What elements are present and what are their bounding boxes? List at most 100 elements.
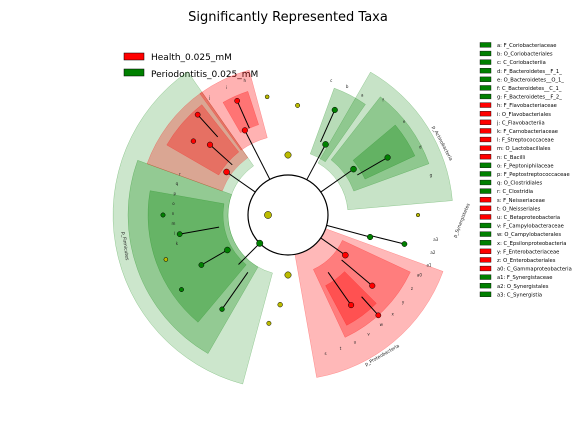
branch-clostridiales-a	[201, 249, 228, 266]
taxa-key-label-12: m: O_Lactobacillales	[497, 146, 551, 152]
taxa-key-swatch-3	[479, 68, 492, 74]
clade-letter-i: i	[226, 85, 227, 90]
taxa-key-swatch-29	[479, 291, 492, 297]
taxa-key-label-18: s: F_Neisseriaceae	[497, 198, 545, 204]
node-coriobacteriales	[331, 106, 338, 113]
clade-letter-y: y	[402, 299, 405, 304]
clade-letter-v: v	[367, 332, 370, 337]
node-neutral-a	[277, 302, 283, 308]
legend-label-periodontitis: Periodontitis_0.025_mM	[151, 70, 258, 80]
taxa-key-swatch-22	[479, 231, 492, 237]
taxa-key-label-7: h: F_Flavobacteriaceae	[497, 103, 557, 109]
taxa-key-swatch-14	[479, 162, 492, 168]
taxa-key-swatch-16	[479, 179, 492, 186]
clade-letter-b: b	[346, 84, 349, 89]
taxa-key-swatch-5	[479, 85, 492, 91]
sector-clostridia	[127, 159, 259, 354]
clade-letter-j: j	[208, 95, 210, 100]
clade-letter-r: r	[179, 172, 181, 177]
clade-letter-u: u	[354, 340, 357, 345]
node-flavobacteriaceae	[234, 97, 241, 104]
branch-neisseriaceae	[361, 296, 379, 316]
node-neutral-e	[415, 212, 421, 218]
taxa-key-label-3: d: F_Bacteroidetes__F_1_	[497, 69, 562, 75]
branch-bacteroidetes-o1	[357, 157, 388, 176]
sector-clostridiales	[147, 190, 247, 323]
taxa-key: a: F_Coriobacteriaceae b: O_Coriobacteria…	[479, 42, 572, 298]
clade-letter-a1: a1	[426, 262, 431, 267]
taxa-key-swatch-21	[479, 222, 492, 229]
clade-nodes	[160, 94, 421, 326]
clade-letter-q: q	[176, 181, 179, 186]
node-clostridiales	[224, 246, 231, 254]
taxa-key-swatch-18	[479, 197, 492, 203]
taxa-key-label-19: t: O_Neisseriales	[497, 206, 541, 212]
clade-letter-c: c	[330, 78, 332, 83]
node-clostridiales-leaf-b	[179, 287, 184, 293]
node-coriobacteriia	[322, 141, 329, 148]
branch-enterobacteriales	[341, 259, 373, 287]
sector-flavobacteriales	[222, 91, 259, 134]
branch-bacteroidetes	[320, 168, 354, 193]
taxa-key-swatch-27	[479, 274, 492, 280]
taxa-key-label-4: e: O_Bacteroidetes__O_1_	[497, 77, 564, 83]
taxa-key-label-24: y: F_Enterobacteriaceae	[497, 249, 559, 255]
legend-swatch-health	[123, 52, 145, 61]
taxa-key-swatch-10	[479, 128, 492, 134]
node-neutral-d	[264, 94, 270, 100]
taxa-key-swatch-15	[479, 171, 492, 177]
node-enterobacteriales	[369, 282, 376, 289]
node-betaproteobacteria	[348, 302, 355, 309]
branch-epsilonproteobacteria	[326, 224, 371, 238]
taxa-key-swatch-12	[479, 145, 492, 151]
node-campylobacteraceae	[401, 241, 408, 247]
clade-letter-p: p	[173, 191, 176, 196]
taxa-key-label-5: f: C_Bacteroidetes__C_1_	[497, 86, 562, 92]
branch-coriobacteriales	[320, 109, 336, 143]
node-bacteroidetes	[350, 165, 357, 173]
taxa-key-label-15: p: F_Peptostreptococcaceae	[497, 172, 570, 178]
node-firmicutes-leaf-d	[160, 212, 166, 218]
branch-clostridia	[238, 242, 261, 265]
clade-letter-w: w	[380, 322, 384, 327]
branch-clostridiales-b	[179, 226, 220, 235]
taxa-key-label-22: w: O_Campylobacterales	[497, 232, 561, 238]
clade-letter-e: e	[403, 119, 406, 124]
taxa-key-label-13: n: C_Bacilli	[497, 155, 525, 161]
sector-bacteroidetes	[317, 71, 453, 211]
clade-letter-s: s	[324, 351, 326, 356]
taxa-key-swatch-20	[479, 214, 492, 220]
taxa-key-label-25: z: O_Enterobacteriales	[497, 258, 556, 264]
taxa-key-swatch-24	[479, 248, 492, 254]
taxa-key-swatch-25	[479, 257, 492, 263]
sector-flavobacteriia	[199, 69, 268, 151]
sector-bacteroidetes-o1	[352, 124, 416, 180]
taxa-key-label-8: i: O_Flavobacteriales	[497, 112, 551, 118]
legend: Health_0.025_mM Periodontitis_0.025_mM	[123, 52, 258, 80]
clade-letter-h: h	[243, 78, 246, 83]
taxa-key-swatch-4	[479, 76, 492, 82]
taxa-key-label-14: o: F_Peptoniphilaceae	[497, 163, 554, 169]
legend-entry-health: Health_0.025_mM	[123, 52, 232, 63]
taxa-key-swatch-11	[479, 136, 492, 143]
taxa-key-label-28: a2: O_Synergistales	[497, 284, 549, 290]
node-bacilli	[223, 168, 230, 176]
taxa-key-label-9: j: C_Flavobacteriia	[496, 120, 545, 126]
phylum-label-synergistetes: p_Synergistetes	[452, 202, 472, 239]
clade-letter-m: m	[171, 221, 175, 226]
branch-lactobacillales	[209, 144, 233, 166]
taxa-key-swatch-2	[479, 59, 492, 65]
clade-sectors	[112, 69, 453, 385]
taxa-key-label-2: c: C_Coriobacteriia	[497, 60, 546, 66]
root-circle	[247, 174, 329, 256]
branch-gammaproteobacteria	[320, 237, 346, 256]
taxa-key-label-11: l: F_Streptococcaceae	[497, 138, 554, 144]
node-carnobacteriaceae	[190, 138, 197, 144]
clade-letter-d: d	[419, 145, 422, 150]
node-firmicutes-leaf-c	[163, 257, 169, 262]
clade-letter-t: t	[340, 346, 342, 351]
clade-branches	[179, 100, 405, 316]
branch-flavobacteriia	[244, 130, 271, 180]
taxa-key-swatch-9	[479, 119, 492, 125]
